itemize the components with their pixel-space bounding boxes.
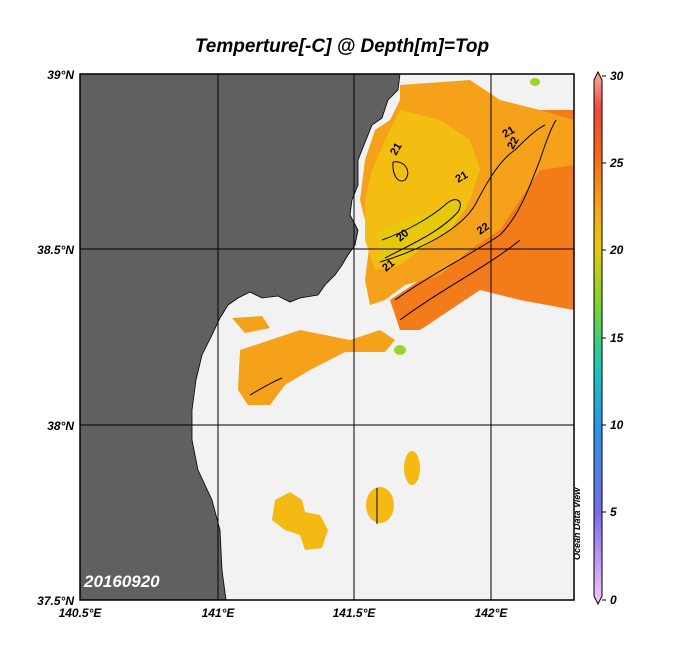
contour-line-coast [249,377,283,396]
contour-label: 22 [505,135,522,152]
ocean-data-view-watermark: Ocean Data View [572,487,582,560]
orange-coastal-patch [238,330,395,405]
yellow-region [378,200,468,262]
contour-line-21b [379,124,546,263]
map-title: Temperture[-C] @ Depth[m]=Top [194,36,490,57]
lat-tick-label: 37.5°N [37,594,74,608]
date-stamp: 20160920 [84,572,160,591]
colorbar-tick-label: 20 [610,243,624,257]
lat-tick-label: 38°N [47,419,74,433]
map-frame [79,73,575,601]
colorbar-ticks [602,75,606,601]
land [79,73,401,601]
colorbar-tick-label: 30 [610,69,624,83]
southern-blob-east [404,451,420,485]
contour-line-21a [392,161,409,182]
orange-small-patch [232,316,270,333]
graticule [80,74,574,600]
colorbar-tick-label: 15 [610,331,624,345]
contour-line-20 [381,199,461,259]
lat-tick-label: 38.5°N [37,243,74,257]
southern-blob-west [272,492,328,550]
green-spot-north [530,78,540,86]
lon-tick-label: 141°E [201,606,235,620]
colorbar [593,70,603,606]
contour-line-22a [394,119,557,301]
lon-tick-label: 142°E [474,606,508,620]
lat-tick-label: 39°N [47,68,74,82]
temperature-field [232,78,574,550]
colorbar-tick-label: 10 [610,418,624,432]
contour-label: 22 [475,221,492,238]
southern-blob-middle [366,487,394,523]
contour-label: 21 [454,169,471,186]
colorbar-tick-label: 25 [610,156,624,170]
lon-tick-label: 140.5°E [58,606,102,620]
green-spot [394,345,406,355]
colorbar-tick-label: 5 [610,505,617,519]
lon-tick-label: 141.5°E [332,606,376,620]
contour-label: 21 [388,141,405,158]
colorbar-tick-label: 0 [610,593,617,607]
contour-label: 21 [501,124,518,141]
